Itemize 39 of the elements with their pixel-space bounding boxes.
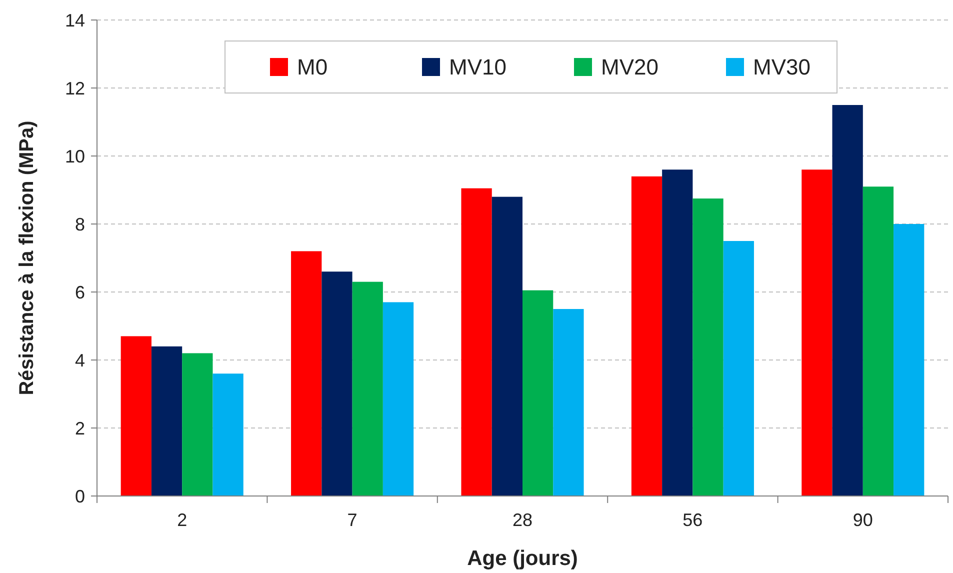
legend-label: MV10	[449, 54, 506, 80]
bar	[553, 309, 584, 496]
bar	[461, 188, 492, 496]
bar	[120, 336, 152, 496]
y-tick-label: 6	[74, 282, 85, 302]
y-tick-label: 12	[64, 78, 85, 98]
bar	[492, 196, 522, 496]
bar	[802, 170, 832, 496]
bar	[151, 346, 182, 496]
x-axis-title: Age (jours)	[467, 547, 578, 570]
bar	[832, 105, 863, 496]
bar	[291, 251, 322, 496]
legend-label: MV20	[601, 54, 658, 80]
bar	[723, 241, 754, 496]
bar	[662, 170, 693, 496]
bar	[352, 282, 383, 496]
y-tick-label: 0	[74, 486, 85, 506]
legend-label: MV30	[753, 54, 810, 80]
y-tick-label: 8	[74, 214, 85, 234]
y-tick-label: 10	[64, 146, 85, 166]
x-tick-label: 7	[347, 510, 358, 530]
x-tick-label: 56	[682, 510, 703, 530]
x-tick-label: 2	[177, 510, 188, 530]
y-tick-label: 14	[64, 10, 85, 30]
bar	[382, 302, 414, 496]
y-tick-label: 2	[74, 418, 85, 438]
x-tick-label: 90	[852, 510, 873, 530]
legend-label: M0	[297, 54, 328, 80]
bar	[631, 176, 662, 496]
bar	[522, 290, 554, 496]
bar	[182, 353, 213, 496]
bar	[894, 224, 924, 496]
bar	[692, 198, 724, 496]
y-tick-label: 4	[74, 350, 85, 370]
y-axis-title: Résistance à la flexion (MPa)	[16, 120, 38, 396]
bar	[862, 186, 894, 496]
bar	[322, 272, 352, 496]
x-tick-label: 28	[512, 510, 533, 530]
bar	[212, 374, 244, 496]
